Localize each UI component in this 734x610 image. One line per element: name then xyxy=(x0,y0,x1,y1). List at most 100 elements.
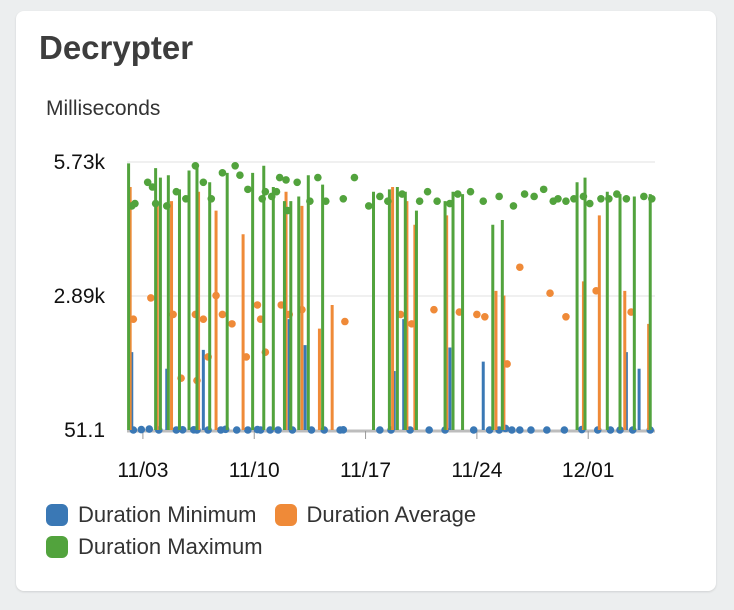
duration-average-point xyxy=(147,294,155,302)
duration-average-point xyxy=(218,310,227,319)
duration-average-point xyxy=(503,360,511,368)
x-tick-label: 11/10 xyxy=(229,459,280,482)
duration-maximum-point xyxy=(282,176,290,184)
duration-maximum-point xyxy=(446,199,454,208)
y-tick-label: 5.73k xyxy=(54,151,106,174)
x-tick-label: 11/17 xyxy=(340,459,391,482)
duration-average-point xyxy=(242,353,251,361)
duration-average-point xyxy=(129,315,138,323)
duration-maximum-point xyxy=(143,178,152,187)
duration-maximum-point xyxy=(640,192,648,201)
legend-item[interactable]: Duration Average xyxy=(274,499,477,531)
duration-average-point xyxy=(481,312,489,321)
duration-maximum-point xyxy=(339,195,348,203)
duration-minimum-point xyxy=(145,425,154,433)
duration-maximum-point xyxy=(423,187,432,196)
legend-label: Duration Minimum xyxy=(78,502,257,527)
y-tick-label: 51.1 xyxy=(64,419,105,442)
duration-maximum-point xyxy=(597,195,605,203)
duration-maximum-point xyxy=(272,187,281,196)
duration-maximum-point xyxy=(453,190,462,198)
duration-minimum-point xyxy=(232,426,241,434)
duration-maximum-point xyxy=(293,178,301,187)
duration-minimum-point xyxy=(543,426,551,434)
duration-average-point xyxy=(199,315,208,323)
duration-minimum-point xyxy=(376,426,384,434)
duration-average-point xyxy=(473,310,481,319)
duration-maximum-point xyxy=(218,169,227,177)
duration-maximum-point xyxy=(182,195,190,203)
duration-maximum-point xyxy=(151,199,160,208)
duration-maximum-point xyxy=(509,202,518,210)
duration-maximum-point xyxy=(648,195,656,203)
duration-average-point xyxy=(546,289,554,297)
duration-minimum-point xyxy=(560,426,569,434)
duration-maximum-point xyxy=(570,195,578,203)
duration-maximum-point xyxy=(562,197,570,205)
duration-average-point xyxy=(341,317,349,326)
legend-item[interactable]: Duration Maximum xyxy=(46,531,263,563)
duration-maximum-point xyxy=(267,192,276,201)
legend-swatch xyxy=(46,504,68,526)
duration-average-point xyxy=(516,263,524,272)
duration-maximum-point xyxy=(244,185,252,194)
duration-maximum-point xyxy=(613,190,621,198)
duration-minimum-point xyxy=(508,426,516,434)
duration-average-point xyxy=(212,291,220,300)
chart-legend: Duration Minimum Duration Average Duration… xyxy=(46,499,706,563)
duration-maximum-point xyxy=(148,183,157,191)
duration-maximum-point xyxy=(376,192,384,201)
duration-minimum-point xyxy=(516,426,524,434)
duration-maximum-point xyxy=(479,197,488,205)
duration-average-point xyxy=(562,312,570,321)
duration-minimum-point xyxy=(469,426,478,434)
duration-maximum-point xyxy=(283,206,292,215)
duration-maximum-point xyxy=(622,195,631,203)
duration-average-point xyxy=(407,320,416,328)
duration-minimum-point xyxy=(527,426,535,434)
duration-average-point xyxy=(253,301,262,309)
duration-maximum-point xyxy=(131,199,139,208)
duration-maximum-point xyxy=(433,197,441,205)
legend-swatch xyxy=(274,504,297,526)
duration-minimum-point xyxy=(244,426,252,434)
duration-maximum-point xyxy=(539,185,548,194)
legend-label: Duration Maximum xyxy=(78,534,263,559)
duration-maximum-point xyxy=(199,178,208,187)
x-tick-label: 12/01 xyxy=(562,459,615,482)
duration-maximum-point xyxy=(466,187,475,196)
duration-minimum-point xyxy=(274,426,282,434)
duration-minimum-point xyxy=(137,425,146,434)
duration-maximum-point xyxy=(191,161,200,170)
duration-maximum-point xyxy=(585,199,594,208)
x-tick-label: 11/24 xyxy=(451,459,502,482)
duration-maximum-point xyxy=(236,171,244,180)
duration-maximum-point xyxy=(554,195,562,203)
duration-maximum-point xyxy=(261,187,270,196)
duration-maximum-point xyxy=(258,195,266,203)
duration-maximum-point xyxy=(398,190,406,198)
x-tick-label: 11/03 xyxy=(117,459,168,482)
duration-maximum-point xyxy=(162,202,171,210)
duration-maximum-point xyxy=(605,195,613,203)
widget-title: Decrypter xyxy=(39,29,194,66)
duration-minimum-point xyxy=(339,426,348,434)
duration-maximum-point xyxy=(275,173,284,182)
duration-maximum-point xyxy=(306,197,314,205)
duration-average-point xyxy=(169,310,177,319)
duration-maximum-point xyxy=(172,187,181,196)
y-axis-unit-label: Milliseconds xyxy=(46,97,161,120)
duration-maximum-point xyxy=(364,202,373,210)
legend-item[interactable]: Duration Minimum xyxy=(46,499,257,531)
duration-average-point xyxy=(228,320,236,328)
duration-maximum-point xyxy=(520,190,529,198)
duration-minimum-point xyxy=(425,426,433,434)
duration-maximum-point xyxy=(231,161,239,170)
duration-maximum-point xyxy=(495,192,503,201)
duration-maximum-point xyxy=(579,192,588,201)
duration-maximum-point xyxy=(314,173,322,182)
legend-label: Duration Average xyxy=(306,502,477,527)
duration-maximum-point xyxy=(530,192,538,201)
duration-maximum-point xyxy=(384,197,392,205)
